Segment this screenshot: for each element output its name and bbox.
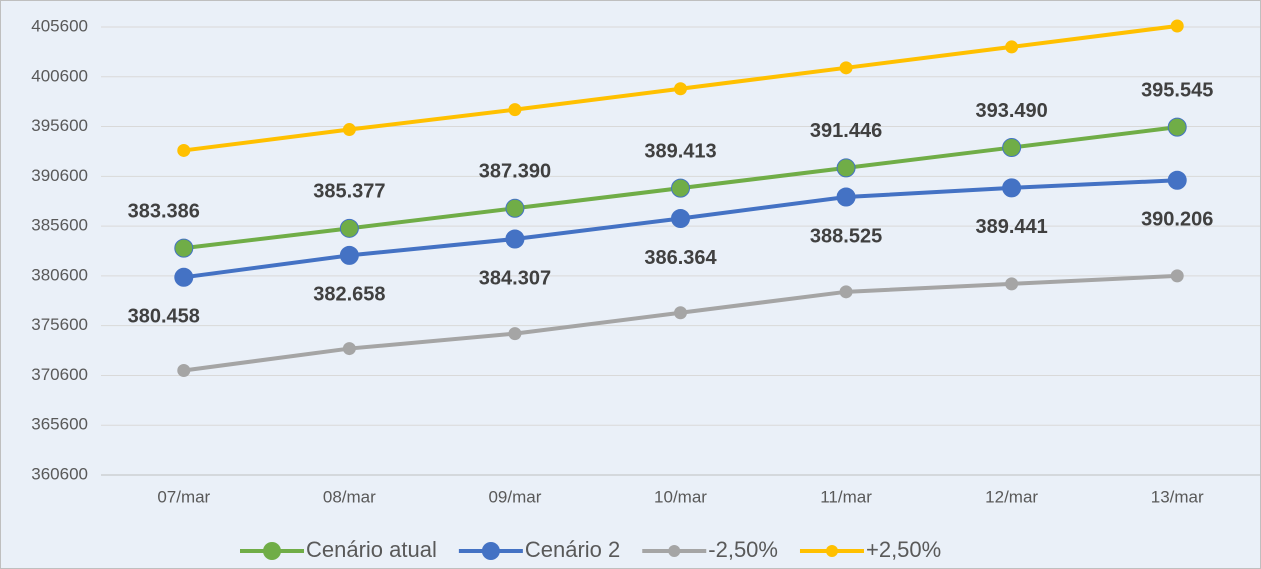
- point: [1002, 178, 1022, 198]
- point: [342, 342, 356, 356]
- y-tick-label: 405600: [31, 16, 88, 35]
- legend-marker: [481, 542, 500, 560]
- x-tick-label: 11/mar: [820, 487, 872, 506]
- legend-label: Cenário 2: [525, 537, 620, 562]
- point: [674, 82, 687, 96]
- point: [342, 123, 356, 137]
- data-label: 383.386: [128, 200, 200, 222]
- data-label: 382.658: [313, 284, 385, 306]
- x-tick-label: 13/mar: [1151, 487, 1204, 506]
- point: [671, 178, 690, 198]
- data-label: 380.458: [128, 306, 200, 328]
- data-label: 386.364: [644, 247, 717, 269]
- y-tick-label: 360600: [31, 464, 88, 483]
- point: [1005, 277, 1019, 291]
- point: [339, 218, 359, 238]
- point: [505, 198, 525, 218]
- point: [174, 267, 194, 287]
- y-tick-label: 380600: [31, 265, 88, 284]
- point: [1170, 19, 1184, 33]
- point: [508, 103, 522, 117]
- data-label: 384.307: [479, 267, 551, 289]
- y-tick-label: 365600: [31, 415, 88, 434]
- legend-label: +2,50%: [866, 537, 941, 562]
- point: [1002, 138, 1022, 158]
- point: [671, 209, 690, 229]
- point: [177, 363, 191, 377]
- y-tick-label: 395600: [31, 116, 88, 135]
- legend-marker: [263, 542, 281, 560]
- y-tick-label: 400600: [31, 66, 88, 85]
- legend-label: Cenário atual: [306, 537, 437, 562]
- point: [674, 306, 687, 320]
- x-tick-label: 12/mar: [985, 487, 1038, 506]
- point: [1167, 170, 1187, 190]
- point: [1167, 117, 1187, 137]
- data-label: 393.490: [975, 100, 1047, 122]
- y-tick-label: 390600: [31, 166, 88, 185]
- point: [508, 327, 522, 341]
- y-tick-label: 385600: [31, 216, 88, 235]
- x-tick-label: 09/mar: [488, 487, 541, 506]
- data-label: 385.377: [313, 181, 385, 203]
- x-tick-label: 07/mar: [157, 487, 210, 506]
- y-tick-label: 375600: [31, 315, 88, 334]
- data-label: 389.441: [975, 216, 1047, 238]
- x-tick-label: 08/mar: [323, 487, 376, 506]
- point: [839, 285, 853, 299]
- data-label: 395.545: [1141, 79, 1213, 101]
- point: [1005, 40, 1019, 54]
- legend-marker: [825, 545, 838, 557]
- point: [505, 229, 525, 249]
- point: [177, 143, 191, 157]
- point: [339, 245, 359, 265]
- point: [836, 158, 856, 178]
- point: [836, 187, 856, 207]
- point: [174, 238, 194, 258]
- point: [839, 61, 853, 75]
- data-label: 388.525: [810, 225, 882, 247]
- legend-label: -2,50%: [708, 537, 778, 562]
- y-tick-label: 370600: [31, 365, 88, 384]
- data-label: 389.413: [644, 140, 716, 162]
- x-tick-label: 10/mar: [654, 487, 707, 506]
- point: [1170, 269, 1184, 283]
- legend-marker: [668, 545, 681, 557]
- data-label: 387.390: [479, 161, 551, 183]
- data-label: 391.446: [810, 120, 882, 142]
- data-label: 390.206: [1141, 209, 1213, 231]
